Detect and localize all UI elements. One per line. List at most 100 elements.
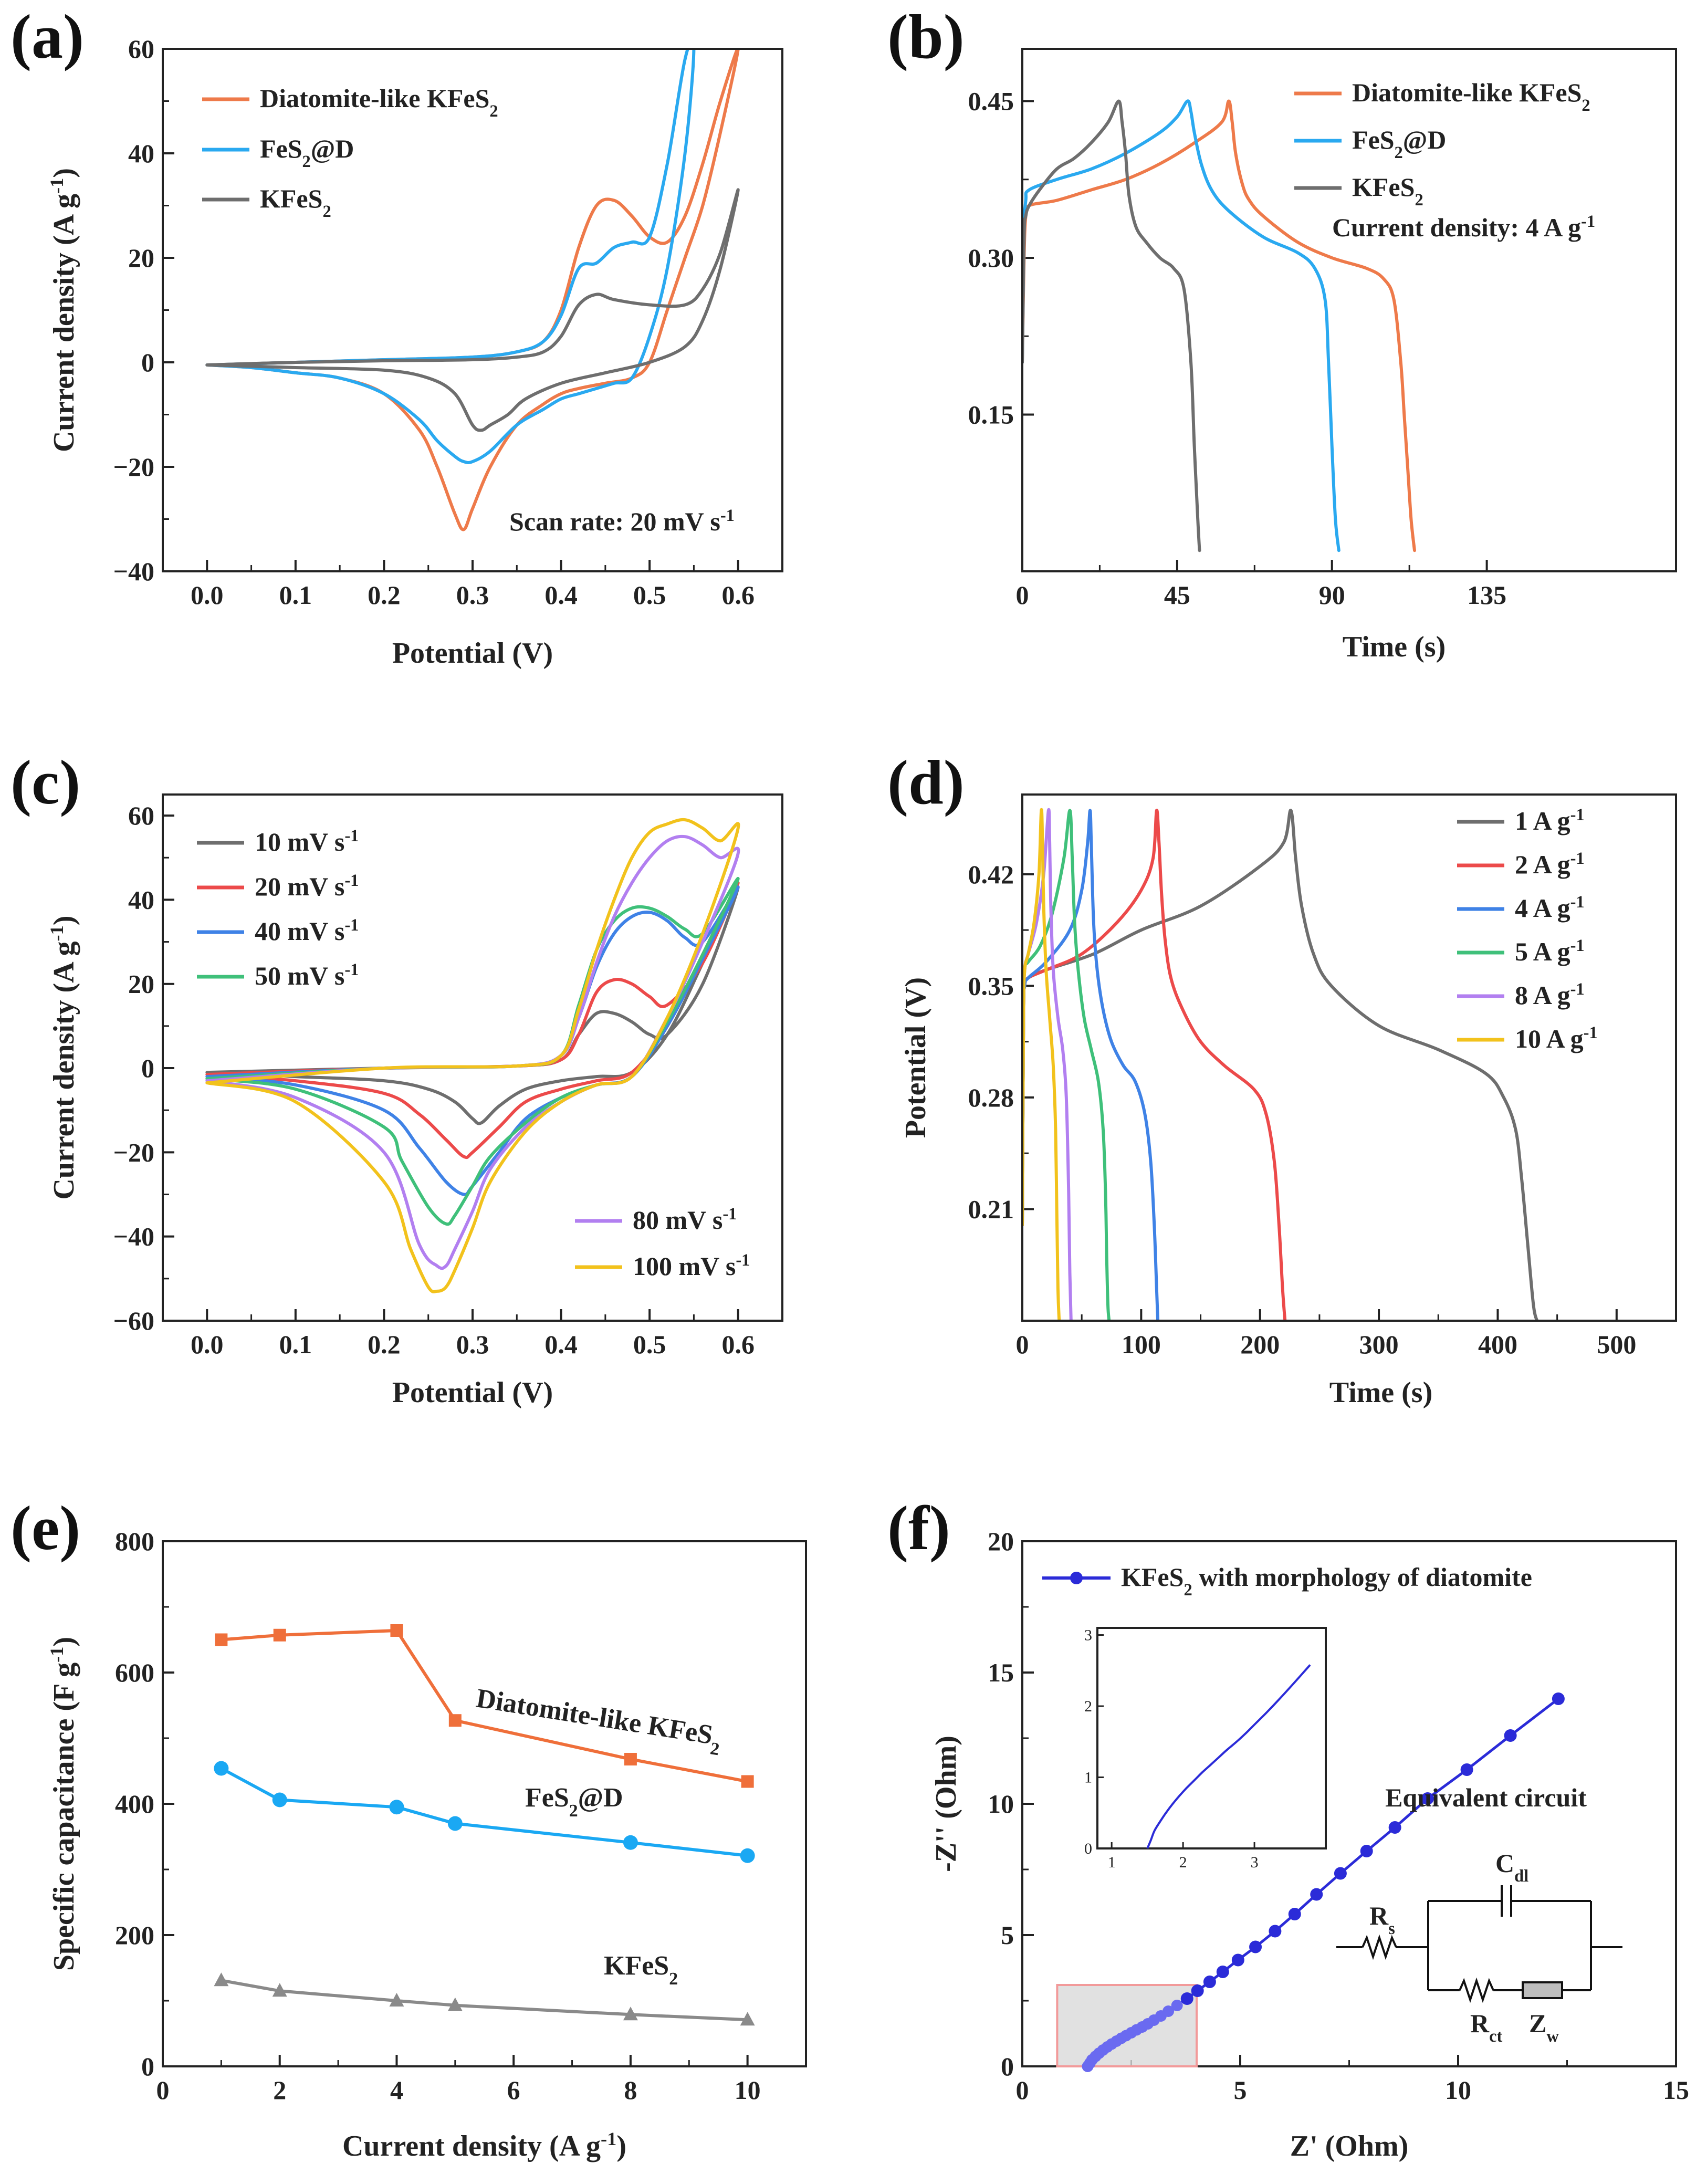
data-point-square	[624, 1753, 637, 1765]
nyquist-point	[1334, 1867, 1347, 1880]
x-tick-label: 135	[1467, 580, 1506, 610]
data-point-circle	[623, 1835, 638, 1850]
cv-curve-a-2	[205, 188, 740, 432]
legend-c-1: 10 mV s-1	[255, 827, 359, 856]
legend-c-2: 20 mV s-1	[255, 871, 359, 901]
data-point-triangle	[272, 1983, 287, 1997]
series-label-e-3: KFeS2	[604, 1951, 678, 1989]
data-point-circle	[740, 1848, 755, 1863]
legend-d-3: 4 A g-1	[1515, 893, 1585, 923]
x-tick-label: 0.1	[279, 580, 312, 610]
nyquist-point	[1180, 1992, 1193, 2005]
y-tick-label: −40	[113, 557, 155, 586]
y-tick-label: 600	[115, 1658, 154, 1687]
data-point-square	[741, 1775, 754, 1788]
y-tick-label: 0	[141, 2052, 154, 2081]
panel-label-a: (a)	[11, 2, 84, 71]
panel-label-c: (c)	[11, 747, 80, 817]
x-tick-label: 4	[390, 2075, 403, 2105]
legend-c-5: 80 mV s-1	[633, 1205, 737, 1235]
x-tick-label: 0.6	[721, 1330, 755, 1359]
y-tick-label: 0	[141, 348, 154, 377]
gcd-curve-b-2	[1023, 99, 1201, 552]
panel-c: 0.0 0.1 0.2 0.3 0.4 0.5 0.6 −60 −40 −20 0 20 40 60 10 …	[113, 793, 783, 1359]
x-tick-label: 5	[1234, 2075, 1247, 2105]
y-tick-label: −20	[113, 1137, 155, 1167]
y-tick-label: 0.21	[968, 1194, 1014, 1224]
series-label-e-2: FeS2@D	[525, 1783, 623, 1821]
nyquist-point	[1163, 2005, 1175, 2017]
panel-d: 0 100 200 300 400 500 0.21 0.28 0.35 0.42 1 A g-1 2…	[968, 793, 1677, 1359]
x-tick-label: 400	[1478, 1330, 1517, 1359]
x-axis-title-d: Time (s)	[1329, 1376, 1433, 1409]
x-axis-title-b: Time (s)	[1343, 631, 1446, 663]
nyquist-point	[1191, 1984, 1204, 1997]
y-tick-label: 800	[115, 1527, 154, 1556]
y-tick-label: 0.45	[968, 87, 1014, 116]
x-axis-title-a: Potential (V)	[392, 637, 553, 670]
cv-curve-c-4	[205, 834, 740, 1270]
circuit-label-rs: Rs	[1369, 1901, 1395, 1938]
inset-y-tick-label: 1	[1084, 1769, 1092, 1786]
capacitance-line-2	[221, 1979, 748, 2022]
circuit-label-cdl: Cdl	[1495, 1848, 1528, 1886]
data-point-triangle	[623, 2007, 638, 2021]
scan-rate-note-a: Scan rate: 20 mV s-1	[509, 506, 735, 536]
y-tick-label: 0	[141, 1053, 154, 1083]
x-tick-label: 8	[624, 2075, 637, 2105]
y-tick-label: 15	[988, 1658, 1014, 1687]
y-axis-title-c: Current density (A g-1)	[46, 915, 80, 1199]
x-tick-label: 0.2	[368, 1330, 401, 1359]
x-tick-label: 0.5	[633, 1330, 666, 1359]
zoom-region-box	[1056, 1984, 1198, 2067]
inset-x-tick-label: 1	[1108, 1854, 1116, 1871]
y-tick-label: 0.30	[968, 243, 1014, 273]
gcd-curve-d-5	[1023, 808, 1061, 1320]
x-tick-label: 2	[273, 2075, 286, 2105]
legend-b-1: Diatomite-like KFeS2	[1352, 78, 1590, 115]
nyquist-point	[1203, 1976, 1216, 1988]
y-tick-label: 20	[128, 243, 154, 273]
y-tick-label: 60	[128, 801, 154, 830]
panel-label-b: (b)	[887, 2, 965, 71]
x-tick-label: 0	[1016, 2075, 1029, 2105]
x-tick-label: 45	[1164, 580, 1190, 610]
nyquist-point	[1171, 2000, 1183, 2011]
panel-b: 0 45 90 135 0.15 0.30 0.45 Diatomite-like KFeS2…	[968, 48, 1677, 610]
circuit-label-rct: Rct	[1470, 2009, 1503, 2046]
y-tick-label: 0	[1001, 2052, 1014, 2081]
cv-curve-a-1	[205, 50, 696, 464]
y-tick-label: 40	[128, 139, 154, 168]
nyquist-point	[1288, 1908, 1301, 1920]
y-tick-label: 20	[128, 969, 154, 999]
legend-marker	[1070, 1572, 1083, 1584]
resistor-rs	[1362, 1934, 1397, 1960]
nyquist-point	[1310, 1888, 1323, 1901]
y-tick-label: 20	[988, 1527, 1014, 1556]
circuit-title: Equivalent circuit	[1385, 1783, 1587, 1812]
y-tick-label: 0.15	[968, 400, 1014, 430]
x-tick-label: 90	[1319, 580, 1345, 610]
panel-e: 0 2 4 6 8 10 0 200 400 600 800 Diatomite-like KFeS2…	[115, 1527, 807, 2105]
y-tick-label: 400	[115, 1789, 154, 1819]
nyquist-point	[1421, 1792, 1434, 1805]
inset-x-tick-label: 3	[1251, 1854, 1259, 1871]
nyquist-point	[1216, 1966, 1229, 1978]
y-axis-title-a: Current density (A g-1)	[46, 168, 80, 452]
x-tick-label: 0.0	[191, 1330, 224, 1359]
legend-d-5: 8 A g-1	[1515, 980, 1585, 1010]
x-tick-label: 0.4	[544, 580, 578, 610]
data-point-triangle	[214, 1972, 229, 1987]
inset-y-tick-label: 2	[1084, 1698, 1092, 1715]
nyquist-point	[1460, 1763, 1473, 1776]
inset-curve	[1146, 1664, 1311, 1849]
x-tick-label: 6	[507, 2075, 520, 2105]
gcd-curve-d-4	[1023, 808, 1073, 1320]
legend-c-6: 100 mV s-1	[633, 1251, 750, 1281]
inset-y-tick-label: 0	[1084, 1840, 1092, 1857]
cv-curve-c-5	[205, 818, 740, 1293]
series-label-e-1: Diatomite-like KFeS2	[473, 1684, 724, 1759]
x-tick-label: 100	[1122, 1330, 1161, 1359]
